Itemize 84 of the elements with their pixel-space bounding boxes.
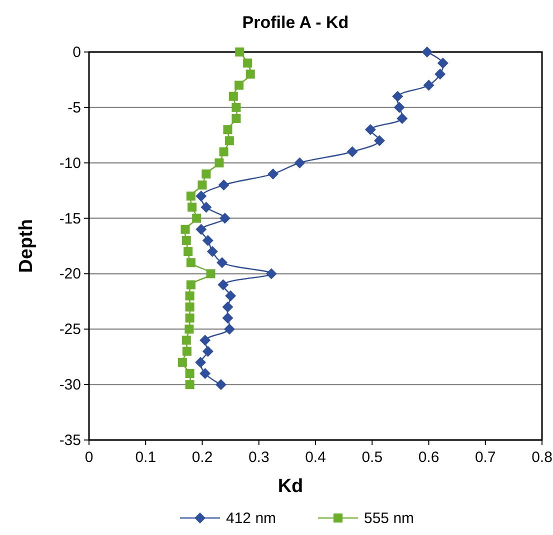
point — [215, 379, 226, 390]
x-tick-label: 0.5 — [362, 449, 383, 466]
point — [202, 234, 214, 246]
legend-label: 555 nm — [364, 510, 414, 527]
point — [202, 169, 211, 178]
y-tick-label: -10 — [59, 154, 81, 172]
point — [186, 258, 196, 268]
point — [192, 214, 202, 223]
point — [228, 92, 238, 101]
y-tick-label: -35 — [59, 432, 81, 449]
point — [186, 192, 196, 201]
point — [234, 80, 244, 90]
point — [294, 157, 306, 168]
point — [225, 290, 236, 302]
point — [186, 280, 196, 290]
point — [185, 314, 194, 323]
point — [223, 125, 232, 134]
y-tick-label: -15 — [59, 210, 81, 228]
y-tick-label: -20 — [59, 266, 81, 283]
point — [198, 180, 207, 190]
point — [206, 246, 218, 258]
point — [216, 257, 228, 268]
point — [224, 136, 234, 146]
point — [392, 90, 404, 102]
point — [219, 212, 230, 224]
point — [185, 368, 194, 378]
point — [266, 268, 277, 280]
point — [196, 224, 207, 235]
y-tick-label: -25 — [59, 321, 81, 338]
y-tick-label: -5 — [68, 99, 81, 116]
legend-label: 412 nm — [226, 510, 276, 527]
y-tick-label: -30 — [59, 376, 81, 394]
point — [422, 46, 433, 58]
point — [246, 70, 255, 79]
point — [346, 146, 358, 158]
point — [184, 324, 194, 334]
point — [396, 113, 408, 124]
point — [184, 247, 193, 256]
point — [185, 380, 194, 390]
point — [222, 301, 234, 312]
point — [394, 102, 405, 113]
x-tick-label: 0 — [84, 449, 94, 466]
point — [195, 356, 206, 368]
point — [188, 202, 197, 212]
point — [200, 334, 211, 346]
point — [224, 324, 235, 335]
point — [423, 80, 434, 91]
point — [218, 279, 229, 290]
x-tick-label: 0.8 — [532, 449, 552, 466]
point — [185, 291, 194, 300]
x-tick-label: 0.1 — [135, 449, 156, 466]
point — [182, 236, 191, 245]
point — [243, 58, 252, 68]
x-tick-label: 0.4 — [305, 449, 326, 466]
point — [235, 48, 244, 56]
x-axis-title: Kd — [278, 476, 304, 497]
point — [206, 269, 216, 278]
point — [196, 190, 207, 202]
point — [222, 312, 234, 324]
x-tick-label: 0.3 — [248, 449, 270, 466]
point — [218, 180, 230, 191]
x-tick-label: 0.7 — [474, 449, 496, 466]
point — [182, 346, 192, 356]
x-tick-label: 0.6 — [418, 449, 440, 466]
point — [434, 68, 446, 80]
y-axis-title: Depth — [16, 219, 37, 273]
point — [200, 202, 212, 213]
point — [437, 58, 448, 69]
point — [180, 224, 190, 234]
point — [219, 147, 228, 156]
point — [232, 102, 241, 112]
point — [202, 346, 214, 357]
point — [200, 368, 211, 379]
point — [214, 158, 224, 168]
point — [185, 302, 194, 312]
point — [374, 135, 385, 146]
x-tick-label: 0.2 — [192, 449, 213, 466]
point — [364, 124, 376, 136]
point — [182, 336, 191, 345]
point — [268, 168, 279, 180]
chart-title: Profile A - Kd — [242, 13, 349, 32]
point — [232, 114, 241, 124]
y-tick-label: 0 — [72, 44, 81, 61]
point — [178, 358, 187, 367]
